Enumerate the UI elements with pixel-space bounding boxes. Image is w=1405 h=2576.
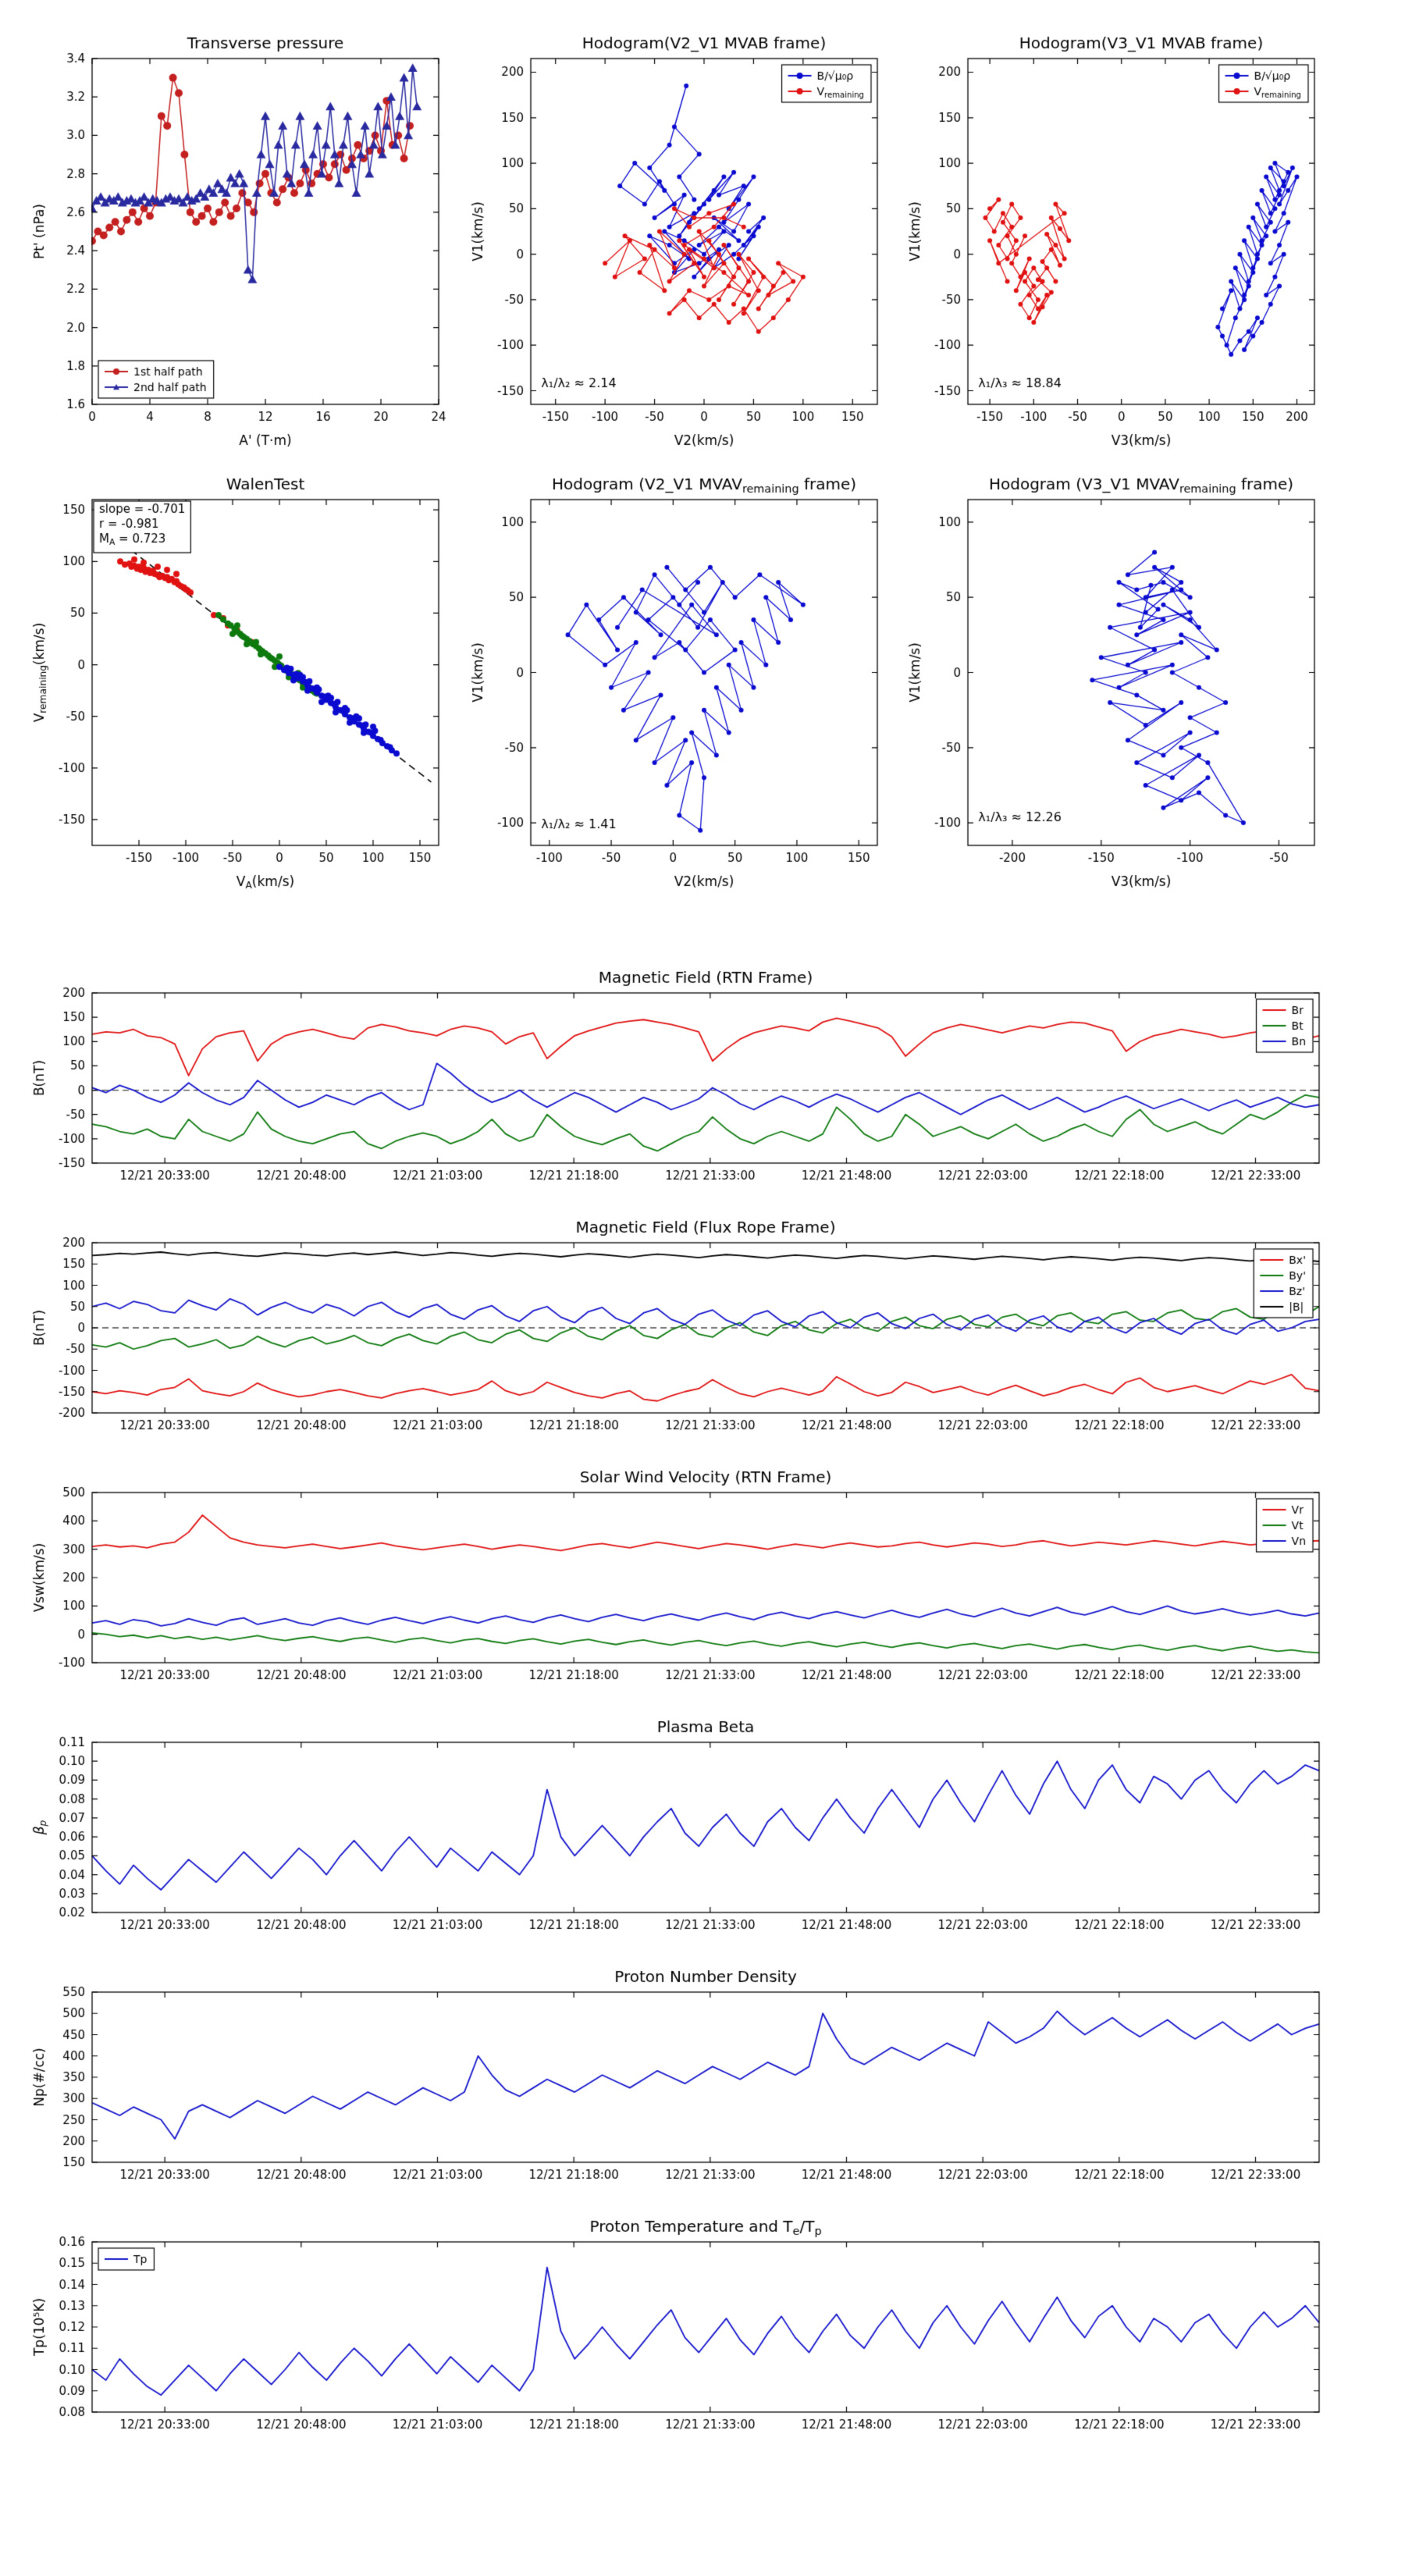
panel-hodogram-v2v1-mvav [468, 461, 902, 902]
panel-plasma-beta [16, 1710, 1389, 1944]
panel-hodogram-v3v1-mvav [905, 461, 1358, 902]
panel-hodogram-v2v1-mvab [468, 16, 902, 457]
panel-transverse-pressure [16, 16, 464, 457]
panel-proton-temperature [16, 2209, 1389, 2443]
panel-proton-density [16, 1959, 1389, 2194]
panel-hodogram-v3v1-mvab [905, 16, 1358, 457]
panel-magnetic-field-rtn [16, 960, 1389, 1194]
panel-magnetic-field-flux-rope [16, 1210, 1389, 1444]
panel-solar-wind-velocity [16, 1460, 1389, 1694]
panel-walen-test [16, 461, 464, 902]
